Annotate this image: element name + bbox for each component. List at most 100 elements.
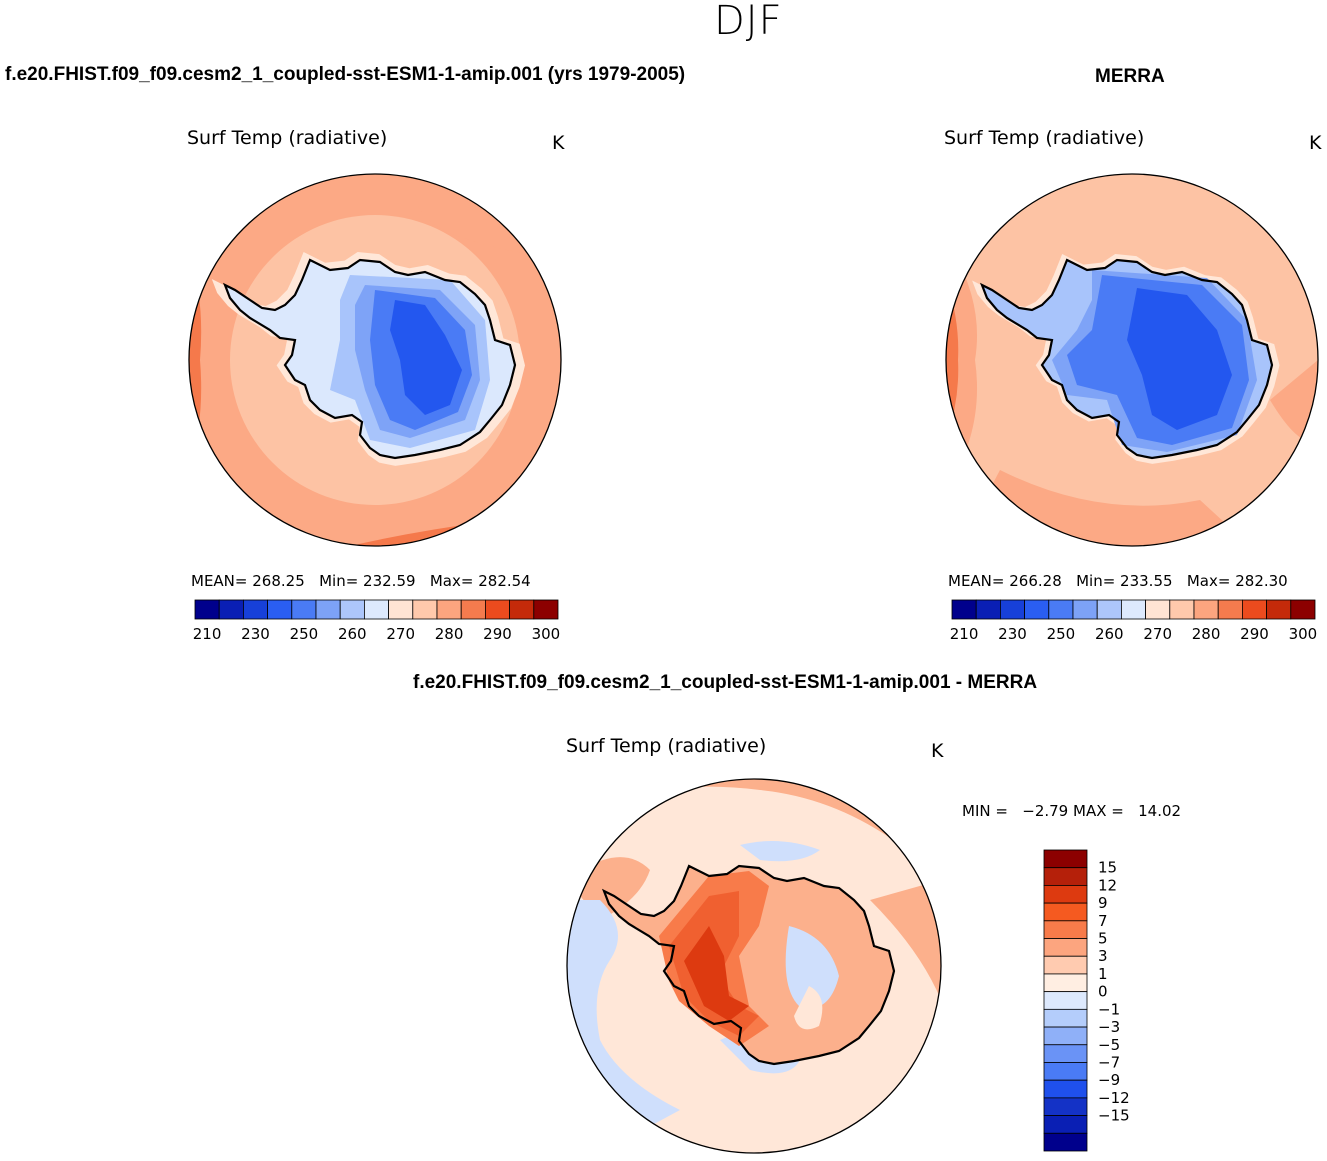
colorbar-tick-label: 290: [1240, 625, 1269, 643]
colorbar-swatch: [1043, 902, 1088, 922]
colorbar-swatch: [412, 599, 438, 620]
colorbar-swatch: [1043, 1132, 1088, 1152]
colorbar-swatch: [339, 599, 365, 620]
colorbar-swatch: [1024, 599, 1050, 620]
min-value: 233.55: [1120, 572, 1173, 590]
mean-label: MEAN=: [191, 572, 248, 590]
colorbar-tick-label: 5: [1098, 930, 1108, 948]
colorbar-swatch: [315, 599, 341, 620]
colorbar-swatch: [242, 599, 268, 620]
colorbar-swatch: [1043, 1097, 1088, 1116]
mean-value: 268.25: [252, 572, 305, 590]
colorbar-tick-label: −1: [1098, 1000, 1120, 1018]
colorbar-swatch: [533, 599, 559, 620]
colorbar-swatch: [194, 599, 220, 620]
colorbar-swatch: [1000, 599, 1026, 620]
colorbar-swatch: [484, 599, 510, 620]
colorbar-tick-label: 3: [1098, 947, 1108, 965]
max-value: 282.54: [478, 572, 531, 590]
colorbar-tick-label: 280: [435, 625, 464, 643]
colorbar-tick-label: −15: [1098, 1107, 1130, 1125]
colorbar-tick-label: 270: [386, 625, 415, 643]
max-label: Max=: [429, 572, 474, 590]
colorbar-tick-label: 300: [1289, 625, 1318, 643]
colorbar-swatch: [1043, 955, 1088, 975]
colorbar-swatch: [1043, 867, 1088, 886]
colorbar-swatch: [267, 599, 293, 620]
colorbar-swatch: [1043, 1044, 1088, 1063]
diff-units-label: K: [931, 740, 944, 762]
colorbar-swatch: [1096, 599, 1122, 620]
colorbar-swatch: [1043, 1115, 1088, 1134]
model-colorbar: 210 230 250 260 270 280 290 300: [193, 599, 561, 643]
colorbar-swatch: [509, 599, 535, 620]
colorbar-swatch: [1043, 1062, 1088, 1081]
colorbar-tick-label: 7: [1098, 912, 1108, 930]
colorbar-swatch: [1043, 938, 1088, 957]
colorbar-swatch: [1043, 885, 1088, 904]
model-stats: MEAN= 268.25 Min= 232.59 Max= 282.54: [191, 572, 531, 590]
obs-map: [946, 174, 1318, 546]
colorbar-swatch: [460, 599, 486, 620]
colorbar-swatch: [1043, 991, 1088, 1010]
colorbar-tick-label: 210: [950, 625, 979, 643]
colorbar-swatch: [1072, 599, 1098, 620]
colorbar-tick-label: 260: [338, 625, 367, 643]
figure-title: DJF: [714, 0, 783, 44]
colorbar-swatch: [1242, 599, 1268, 620]
model-panel-title: f.e20.FHIST.f09_f09.cesm2_1_coupled-sst-…: [5, 64, 686, 85]
colorbar-swatch: [1043, 973, 1088, 993]
colorbar-tick-label: 270: [1143, 625, 1172, 643]
colorbar-swatch: [1290, 599, 1316, 620]
colorbar-swatch: [1048, 599, 1074, 620]
colorbar-tick-label: 210: [193, 625, 222, 643]
colorbar-tick-label: 300: [532, 625, 561, 643]
colorbar-tick-label: −5: [1098, 1036, 1120, 1054]
diff-stats: MIN = −2.79 MAX = 14.02: [962, 802, 1181, 820]
colorbar-swatch: [363, 599, 389, 620]
model-variable-label: Surf Temp (radiative): [187, 127, 388, 149]
max-label: Max=: [1186, 572, 1231, 590]
obs-panel-title: MERRA: [1095, 66, 1165, 87]
max-value: 282.30: [1235, 572, 1288, 590]
colorbar-tick-label: 250: [290, 625, 319, 643]
colorbar-swatch: [1266, 599, 1292, 620]
diff-variable-label: Surf Temp (radiative): [566, 735, 767, 757]
colorbar-swatch: [1043, 849, 1088, 869]
diff-map: [567, 779, 941, 1153]
colorbar-tick-label: 9: [1098, 894, 1108, 912]
colorbar-tick-label: 280: [1192, 625, 1221, 643]
model-map: [189, 174, 561, 546]
min-label: Min=: [319, 572, 359, 590]
colorbar-swatch: [1043, 1026, 1088, 1046]
colorbar-tick-label: 260: [1095, 625, 1124, 643]
colorbar-swatch: [1043, 920, 1088, 939]
colorbar-swatch: [1145, 599, 1171, 620]
colorbar-tick-label: 12: [1098, 876, 1117, 894]
obs-variable-label: Surf Temp (radiative): [944, 127, 1145, 149]
min-value: 232.59: [363, 572, 416, 590]
colorbar-swatch: [218, 599, 244, 620]
diff-min-label: MIN =: [962, 802, 1008, 820]
colorbar-swatch: [1193, 599, 1219, 620]
mean-label: MEAN=: [948, 572, 1005, 590]
colorbar-swatch: [1169, 599, 1195, 620]
diff-panel-title: f.e20.FHIST.f09_f09.cesm2_1_coupled-sst-…: [413, 672, 1038, 693]
warm-west-band: [189, 250, 202, 470]
colorbar-swatch: [951, 599, 977, 620]
colorbar-swatch: [1043, 1008, 1088, 1028]
colorbar-tick-label: −3: [1098, 1018, 1120, 1036]
colorbar-swatch: [291, 599, 317, 620]
colorbar-tick-label: 1: [1098, 965, 1108, 983]
colorbar-tick-label: 230: [241, 625, 270, 643]
colorbar-swatch: [1121, 599, 1147, 620]
colorbar-swatch: [1217, 599, 1243, 620]
colorbar-tick-label: 15: [1098, 859, 1117, 877]
obs-stats: MEAN= 266.28 Min= 233.55 Max= 282.30: [948, 572, 1288, 590]
colorbar-tick-label: −7: [1098, 1053, 1120, 1071]
obs-units-label: K: [1309, 132, 1322, 154]
diff-max-label: MAX =: [1073, 802, 1124, 820]
colorbar-swatch: [436, 599, 462, 620]
